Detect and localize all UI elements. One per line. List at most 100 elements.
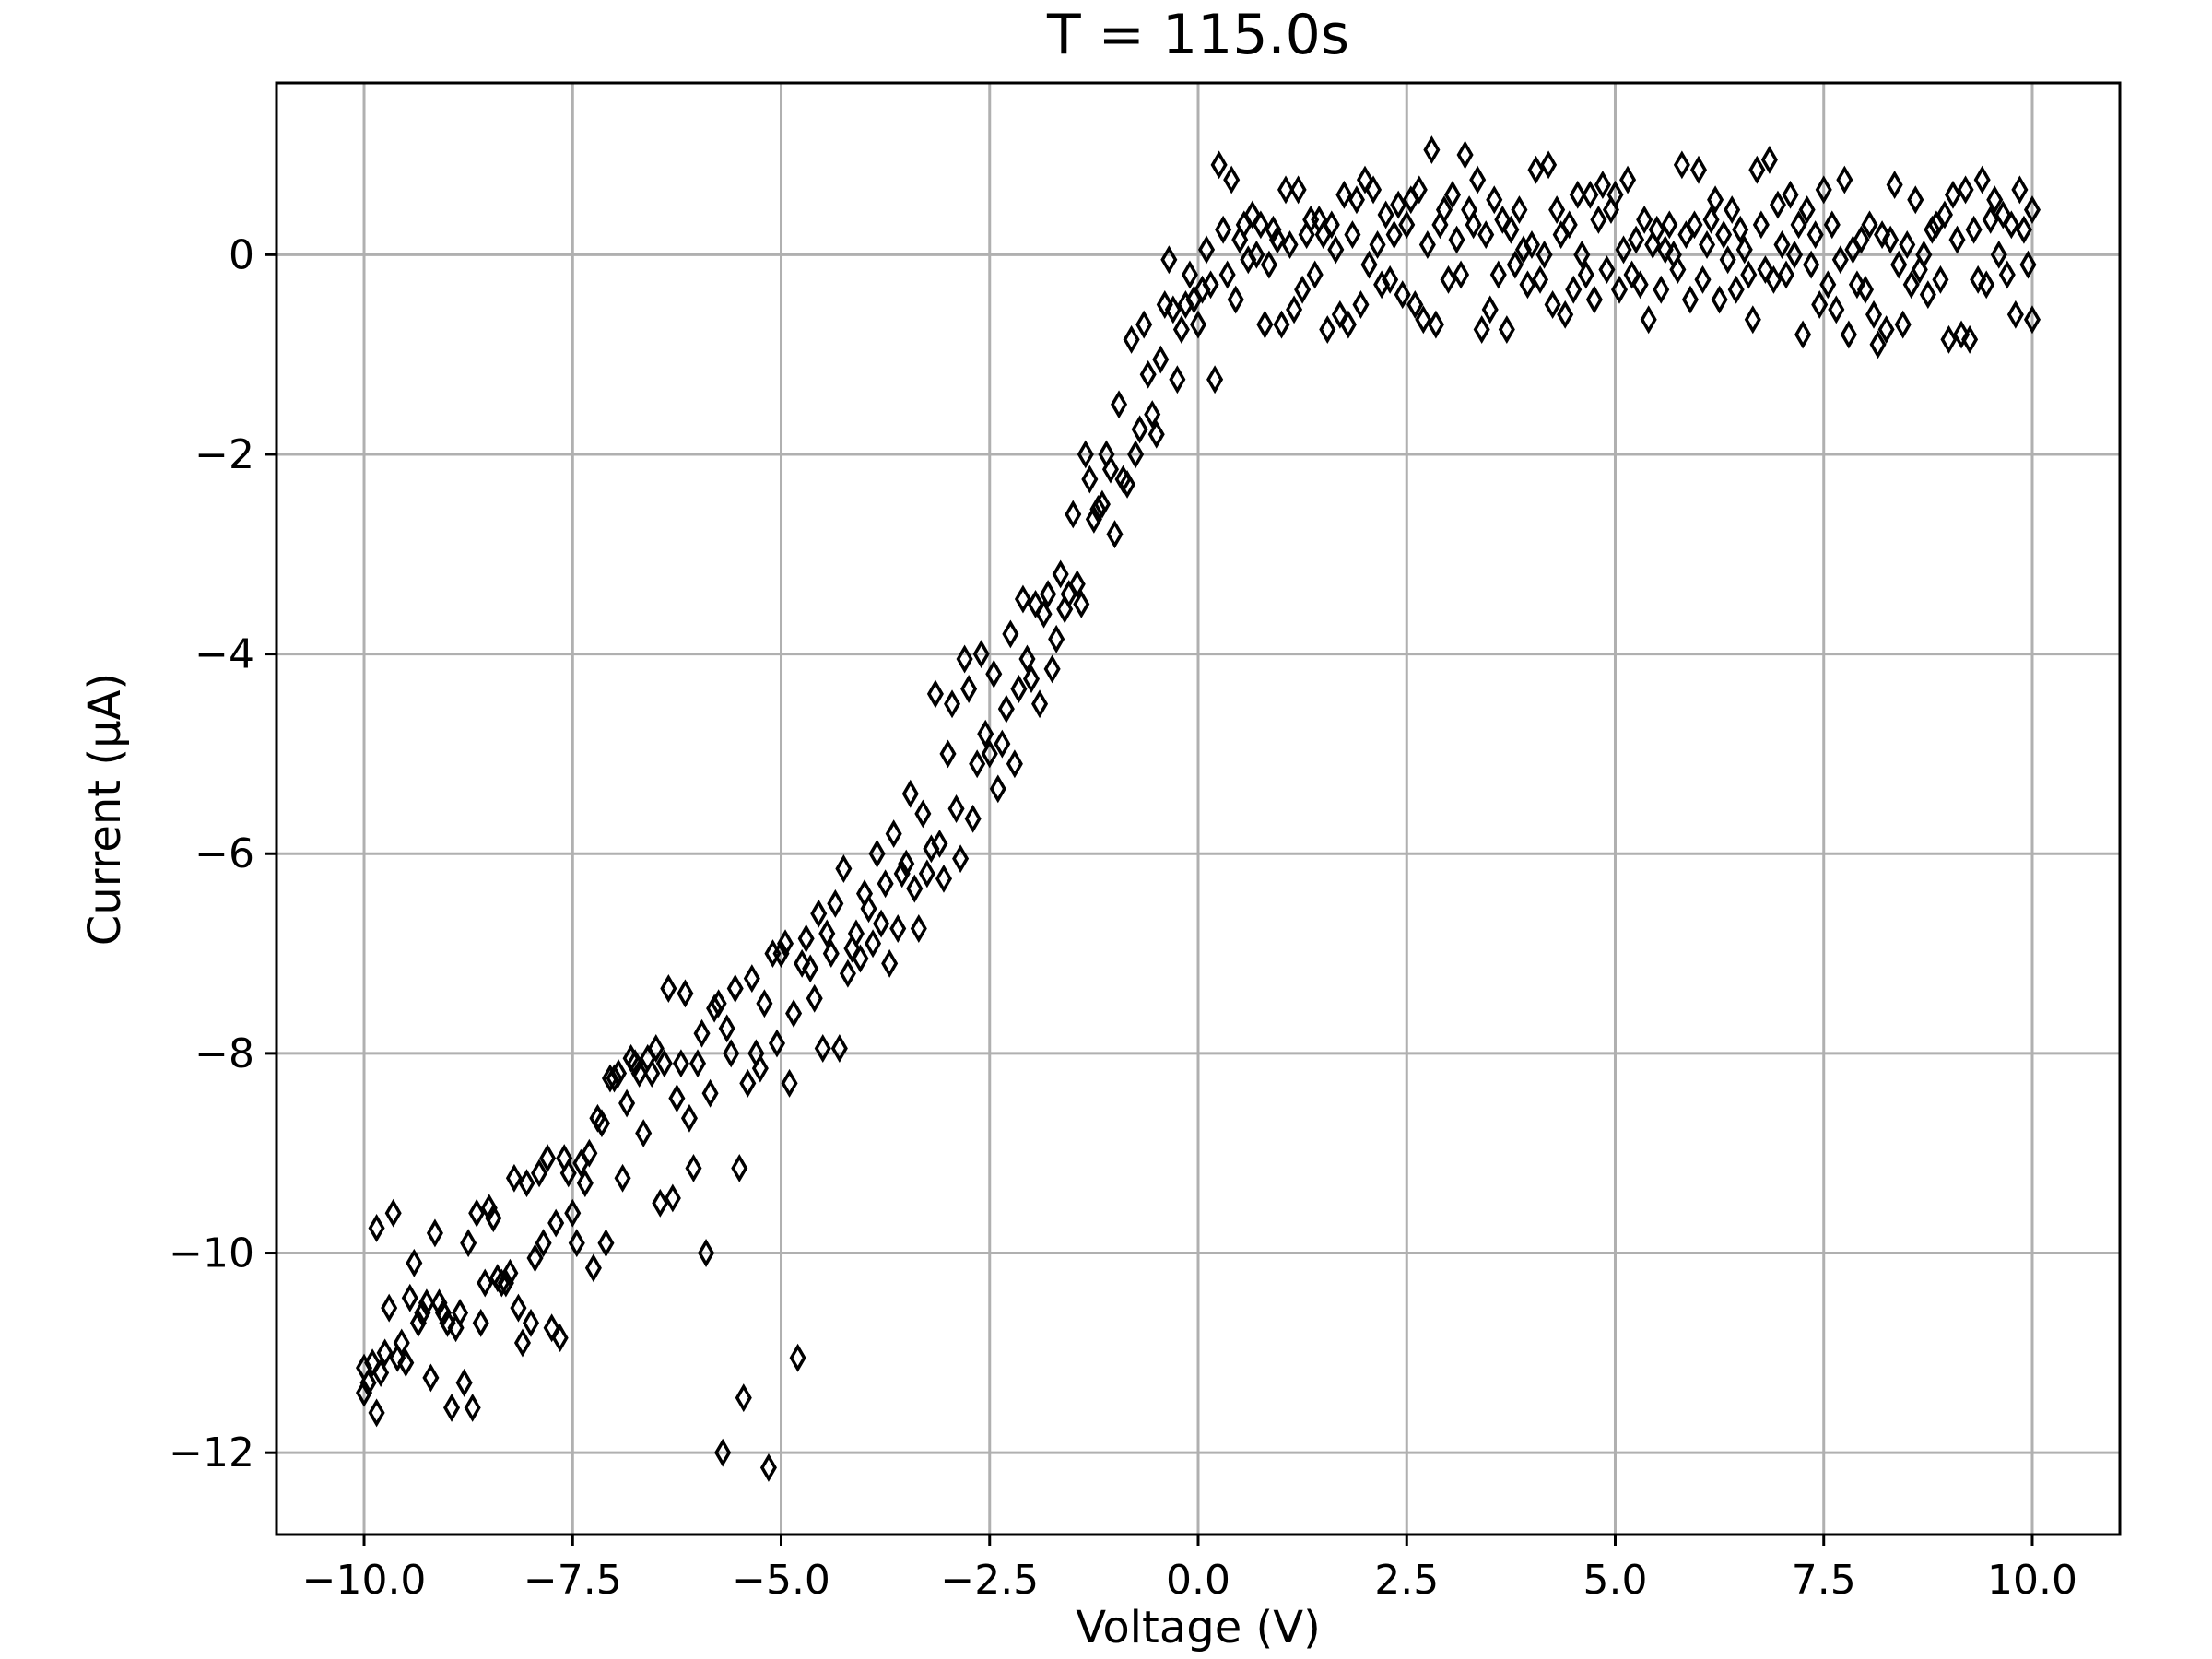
data-point — [539, 1144, 557, 1173]
data-point — [914, 799, 932, 829]
data-point — [1840, 320, 1857, 349]
data-point — [1735, 235, 1753, 265]
data-point — [1628, 225, 1645, 254]
data-point — [1268, 225, 1286, 254]
data-point — [1577, 260, 1594, 289]
data-point — [1494, 205, 1512, 234]
data-point — [889, 914, 907, 943]
data-point — [1582, 180, 1599, 209]
data-point — [1590, 205, 1607, 234]
data-point — [947, 794, 965, 823]
data-point — [1281, 230, 1299, 259]
data-point — [1548, 195, 1566, 225]
data-point — [1227, 285, 1244, 314]
data-point — [972, 640, 990, 669]
data-point — [997, 694, 1015, 724]
data-point — [1661, 210, 1678, 240]
x-tick-label: −7.5 — [524, 1557, 622, 1604]
data-point — [1532, 265, 1549, 294]
data-point — [1331, 300, 1348, 329]
data-point — [1390, 190, 1407, 219]
data-point — [359, 1368, 377, 1397]
data-point — [952, 844, 970, 874]
data-point — [1560, 210, 1578, 240]
data-point — [1339, 310, 1357, 339]
data-point — [1982, 205, 1999, 234]
data-point — [901, 779, 919, 808]
data-point — [881, 948, 899, 978]
data-point — [1181, 260, 1198, 289]
data-point — [810, 899, 828, 928]
data-point — [1953, 320, 1971, 349]
data-point — [477, 1268, 494, 1298]
data-point — [759, 1453, 777, 1482]
data-point — [635, 1119, 653, 1148]
data-point — [1798, 195, 1816, 225]
data-point — [472, 1308, 489, 1337]
data-point — [376, 1338, 394, 1368]
data-point — [731, 1153, 748, 1182]
data-point — [1498, 315, 1515, 345]
data-point — [1540, 150, 1558, 180]
data-point — [1477, 220, 1495, 250]
data-point — [1970, 265, 1987, 294]
data-point — [2023, 305, 2041, 335]
data-point — [1957, 175, 1974, 205]
data-point — [1352, 290, 1370, 319]
data-point — [1782, 180, 1799, 209]
data-point — [743, 964, 760, 994]
data-point — [1815, 175, 1832, 205]
data-point — [1535, 240, 1553, 269]
data-point — [944, 689, 961, 719]
data-point — [1465, 210, 1482, 240]
x-tick-label: 0.0 — [1166, 1557, 1230, 1604]
y-axis-label: Current (μA) — [79, 673, 131, 946]
data-point — [1031, 689, 1049, 719]
data-point — [1156, 290, 1173, 319]
data-point — [1040, 580, 1057, 609]
data-point — [355, 1378, 373, 1407]
data-point — [1277, 175, 1295, 205]
x-tick-label: 5.0 — [1583, 1557, 1647, 1604]
data-point — [1919, 280, 1936, 310]
data-point — [794, 948, 811, 978]
data-point — [1010, 675, 1028, 703]
data-point — [1585, 285, 1603, 314]
data-point — [547, 1208, 565, 1238]
data-point — [406, 1248, 423, 1277]
data-point — [1557, 300, 1574, 329]
data-point — [368, 1213, 385, 1242]
data-point — [860, 894, 877, 924]
data-point — [1794, 320, 1812, 349]
data-point — [1486, 185, 1503, 215]
data-point — [1394, 280, 1411, 310]
data-point — [1127, 440, 1145, 469]
data-point — [1669, 255, 1687, 285]
data-point — [1924, 215, 1941, 244]
data-point — [510, 1293, 527, 1323]
data-point — [818, 919, 836, 948]
data-point — [1382, 265, 1399, 294]
data-point — [939, 739, 957, 769]
data-point — [989, 774, 1006, 804]
data-point — [1202, 270, 1219, 300]
data-point — [852, 944, 869, 973]
data-point — [685, 1153, 702, 1182]
data-point — [873, 909, 890, 938]
data-point — [1144, 400, 1161, 429]
data-point — [1123, 324, 1140, 354]
data-point — [1853, 225, 1870, 254]
data-point — [1131, 415, 1148, 444]
data-point — [1068, 570, 1086, 599]
data-point — [726, 974, 744, 1003]
data-point — [1965, 215, 1983, 244]
x-tick-label: −5.0 — [732, 1557, 830, 1604]
data-point — [384, 1198, 402, 1228]
data-point — [1327, 235, 1345, 265]
data-point — [1052, 559, 1069, 589]
data-point — [1948, 225, 1966, 254]
data-point — [1440, 265, 1457, 294]
data-point — [1856, 275, 1875, 304]
data-point — [1406, 290, 1424, 319]
data-point — [723, 1039, 740, 1068]
